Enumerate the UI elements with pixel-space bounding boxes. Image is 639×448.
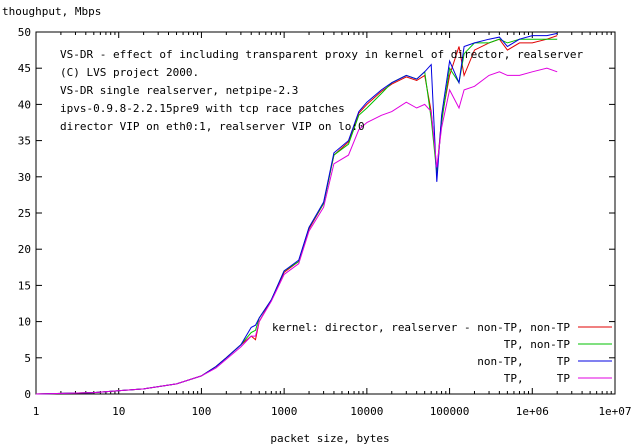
annotations: VS-DR - effect of including transparent … [60, 48, 584, 133]
x-tick-label: 1e+06 [516, 405, 549, 418]
series-line-3 [35, 32, 558, 395]
annotation-line-1: VS-DR - effect of including transparent … [60, 48, 584, 61]
y-tick-label: 50 [18, 26, 31, 39]
legend-label-1: kernel: director, realserver - non-TP, n… [272, 321, 570, 334]
y-tick-label: 15 [18, 279, 31, 292]
annotation-line-2: (C) LVS project 2000. [60, 66, 199, 79]
x-tick-label: 10 [112, 405, 125, 418]
y-tick-label: 40 [18, 98, 31, 111]
y-tick-label: 5 [24, 352, 31, 365]
legend: kernel: director, realserver - non-TP, n… [272, 321, 612, 385]
series-line-4 [35, 67, 558, 395]
x-tick-label: 1 [33, 405, 40, 418]
x-tick-label: 10000 [350, 405, 383, 418]
annotation-line-4: ipvs-0.9.8-2.2.15pre9 with tcp race patc… [60, 102, 345, 115]
series-lines [35, 32, 558, 395]
y-tick-label: 30 [18, 171, 31, 184]
y-tick-label: 25 [18, 207, 31, 220]
y-tick-label: 10 [18, 316, 31, 329]
x-axis-label: packet size, bytes [270, 432, 389, 445]
ticks: 1 10 100 1000 10000 100000 1e+06 1e+07 0 5 10 15 20 2… [18, 26, 632, 418]
y-tick-label: 45 [18, 62, 31, 75]
y-tick-label: 0 [24, 388, 31, 401]
x-tick-label: 1e+07 [598, 405, 631, 418]
legend-label-2: TP, non-TP [504, 338, 571, 351]
y-axis-label: thoughput, Mbps [2, 5, 101, 18]
annotation-line-5: director VIP on eth0:1, realserver VIP o… [60, 120, 365, 133]
y-tick-label: 35 [18, 135, 31, 148]
x-tick-label: 1000 [271, 405, 298, 418]
legend-label-4: TP, TP [504, 372, 571, 385]
y-tick-label: 20 [18, 243, 31, 256]
x-tick-label: 100 [191, 405, 211, 418]
x-tick-label: 100000 [430, 405, 470, 418]
legend-label-3: non-TP, TP [477, 355, 570, 368]
annotation-line-3: VS-DR single realserver, netpipe-2.3 [60, 84, 298, 97]
